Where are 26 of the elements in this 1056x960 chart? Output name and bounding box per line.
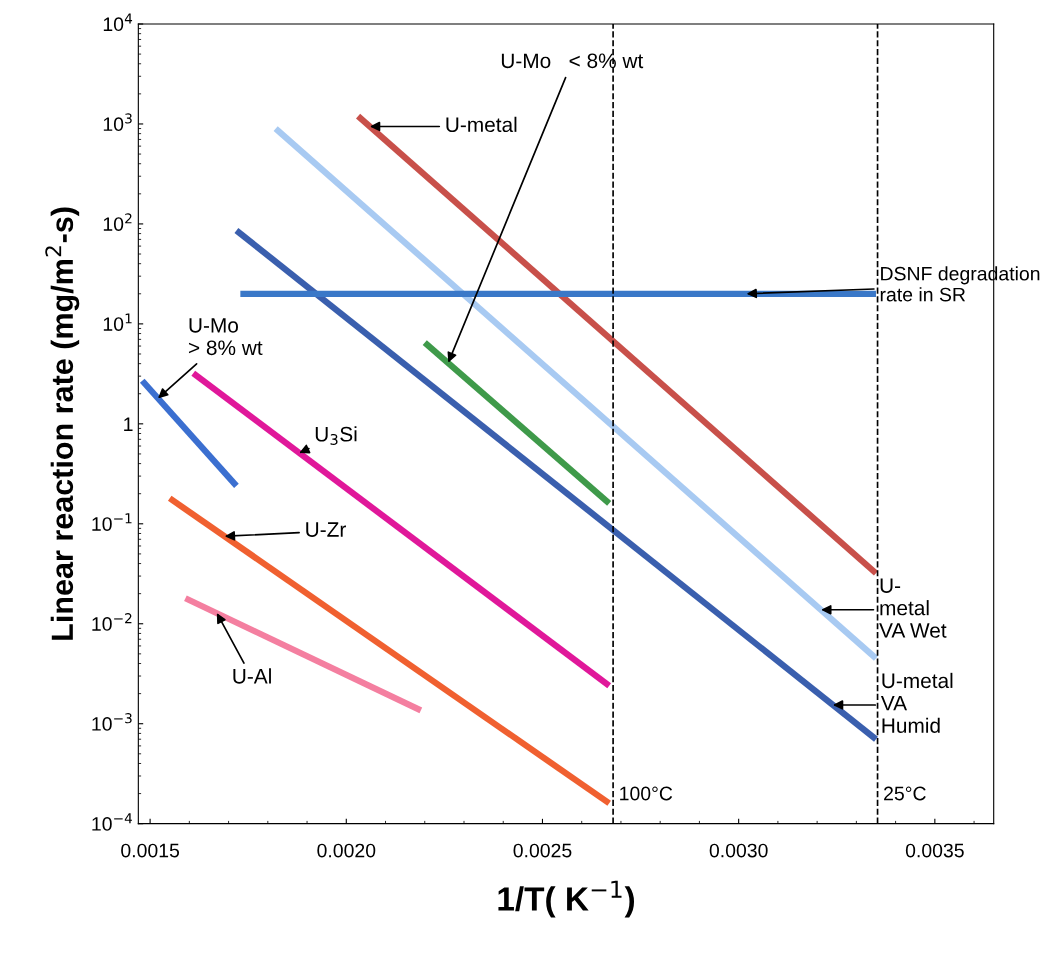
y-axis-title: Linear reaction rate (mg/m$^{2}$-s) [45, 207, 80, 640]
x-tick-label: 0.0035 [905, 843, 964, 858]
y-tick-label: 10$^{−1}$ [92, 513, 132, 531]
annotation: U-Mo < 8% wt [501, 53, 644, 69]
y-tick-label: 10$^{4}$ [103, 13, 133, 32]
annotation: U-Zr [306, 522, 346, 537]
y-tick-label: 10$^{3}$ [103, 113, 132, 132]
y-tick-label: 10$^{−2}$ [92, 613, 132, 631]
y-tick-label: 10$^{−3}$ [92, 713, 132, 731]
annotation: U-Mo > 8% wt [188, 318, 263, 356]
annotation: U$_{3}$Si [315, 426, 357, 445]
ref-line-label: 100°C [620, 786, 673, 801]
annotation: U- metal VA Wet [879, 578, 947, 638]
x-tick-label: 0.0025 [513, 843, 572, 858]
x-axis-title: 1/T( K$^{−1}$) [498, 880, 635, 918]
x-tick-label: 0.0030 [709, 843, 768, 858]
y-tick-label: 10$^{1}$ [103, 313, 132, 331]
annotation: U-metal [446, 116, 517, 133]
annotation: U-metal VA Humid [880, 672, 953, 734]
y-tick-label: 1 [124, 417, 133, 431]
y-tick-label: 10$^{−4}$ [92, 813, 133, 831]
y-tick-label: 10$^{2}$ [103, 213, 132, 232]
annotation: U-Al [233, 668, 271, 684]
x-tick-label: 0.0020 [317, 843, 376, 858]
x-tick-label: 0.0015 [121, 843, 180, 858]
ref-line-label: 25°C [884, 786, 926, 801]
